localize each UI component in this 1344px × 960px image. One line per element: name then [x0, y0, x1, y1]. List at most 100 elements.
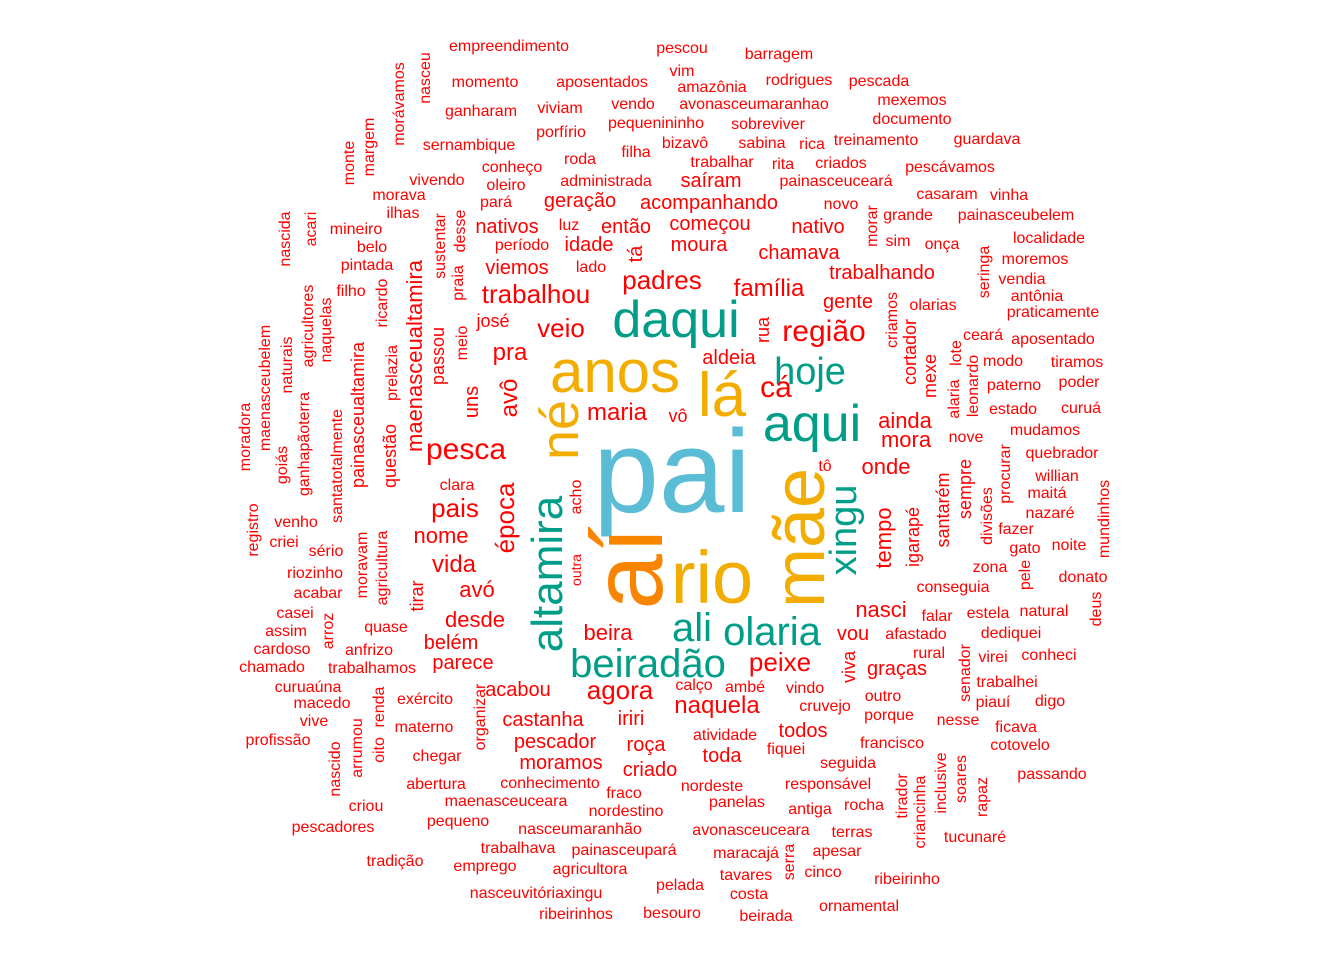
word: piauí [975, 694, 1011, 711]
word: costa [729, 886, 769, 903]
word: goiás [274, 445, 291, 485]
word: naquela [674, 692, 760, 719]
word: vou [836, 623, 870, 645]
word: rocha [843, 797, 885, 814]
word: saíram [680, 170, 742, 192]
word: terras [831, 824, 873, 841]
word: paterno [986, 377, 1042, 394]
word: alaria [946, 379, 963, 419]
word: fraco [606, 785, 642, 802]
word: vinha [989, 187, 1029, 204]
word: dediquei [980, 625, 1042, 642]
word: viemos [485, 257, 549, 279]
word: lado [575, 259, 607, 276]
word: assim [265, 623, 307, 640]
word: josé [476, 311, 510, 331]
word: rica [799, 136, 825, 153]
word: praticamente [1006, 304, 1100, 321]
word: morávamos [391, 62, 408, 146]
word: chamado [239, 659, 305, 676]
word: zona [972, 559, 1008, 576]
word: maenasceubelem [257, 324, 274, 452]
word: responsável [784, 776, 872, 793]
word: poder [1058, 374, 1100, 391]
word: agricultores [300, 284, 317, 368]
word: pescada [848, 73, 910, 90]
word: aqui [762, 395, 862, 453]
word: mundinhos [1096, 479, 1113, 559]
word: idade [564, 234, 614, 256]
word: ambé [724, 679, 766, 696]
word: santarém [933, 472, 953, 548]
word: ficava [995, 719, 1037, 736]
word: ceará [962, 327, 1004, 344]
word: desde [445, 607, 505, 632]
word: onde [861, 454, 911, 479]
word: calço [675, 677, 713, 694]
word: pescávamos [905, 159, 995, 176]
word: pele [1017, 559, 1034, 591]
word: pelada [655, 877, 705, 894]
word: emprego [453, 858, 517, 875]
word: painasceupará [571, 842, 677, 859]
word: rapaz [974, 776, 991, 818]
word: estela [966, 605, 1010, 622]
word: avó [459, 577, 495, 602]
word: procurar [997, 444, 1014, 504]
word: exército [396, 691, 454, 708]
word: maria [586, 399, 648, 426]
word: tirar [407, 580, 427, 612]
word: altamira [523, 495, 572, 653]
word: moravam [354, 531, 371, 599]
word: avonasceumaranhao [679, 96, 829, 113]
word: conhecimento [500, 775, 600, 792]
word: tavares [719, 867, 773, 884]
word: igarapé [903, 506, 923, 568]
word: então [600, 216, 652, 238]
word: documento [872, 111, 952, 128]
word: né [530, 399, 590, 461]
word: renda [371, 686, 388, 728]
word: pescador [513, 731, 597, 753]
word: pais [431, 493, 479, 523]
word: tô [818, 458, 832, 475]
word: beira [583, 620, 633, 645]
word: antiga [788, 801, 832, 818]
word: nasceumaranhão [518, 821, 642, 838]
word: naturais [279, 336, 296, 394]
word: pesca [425, 433, 507, 466]
word: uns [461, 385, 483, 419]
word: vindo [785, 680, 825, 697]
word: pequenininho [607, 115, 705, 132]
word: ilhas [386, 205, 420, 222]
word: naquelas [318, 297, 335, 363]
word: painasceuceará [779, 173, 893, 190]
word: acho [568, 479, 585, 515]
word: lote [948, 340, 965, 366]
word: rita [771, 156, 795, 173]
word: avô [496, 378, 523, 418]
word: aposentados [556, 74, 648, 91]
word: tradição [366, 853, 424, 870]
word: roça [626, 734, 666, 756]
word: ricardo [374, 278, 391, 328]
word: nasci [855, 597, 907, 622]
word: atividade [692, 727, 758, 744]
word: trabalhamos [327, 660, 417, 677]
word: sabina [738, 135, 786, 152]
word: acabar [293, 585, 343, 602]
word: natural [1019, 603, 1069, 620]
word: criados [815, 155, 867, 172]
word: nordeste [680, 778, 744, 795]
word: guardava [953, 131, 1021, 148]
word: maracajá [713, 845, 779, 862]
word: cá [760, 371, 792, 404]
word: cotovelo [990, 737, 1050, 754]
word: cortador [900, 318, 920, 386]
word: ribeirinhos [539, 906, 613, 923]
word: moura [670, 234, 728, 256]
word: trabalhava [480, 840, 556, 857]
word: divisões [979, 487, 996, 545]
word: mexemos [877, 92, 947, 109]
word: materno [394, 719, 454, 736]
